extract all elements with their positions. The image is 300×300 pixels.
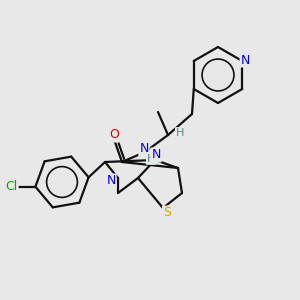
Text: H: H (147, 154, 155, 164)
Text: H: H (176, 128, 184, 138)
Text: N: N (151, 148, 161, 161)
Text: N: N (241, 53, 250, 67)
Text: Cl: Cl (5, 180, 17, 193)
Text: S: S (163, 206, 171, 220)
Text: N: N (106, 175, 116, 188)
Text: O: O (109, 128, 119, 142)
Text: N: N (139, 142, 149, 155)
